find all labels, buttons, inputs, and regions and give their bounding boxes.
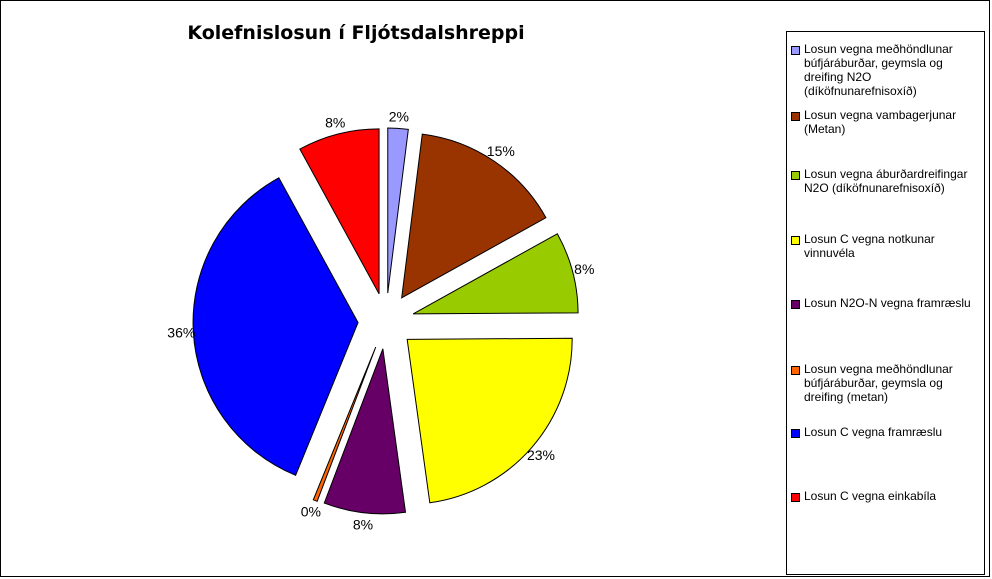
- legend-swatch: [791, 366, 800, 375]
- legend-label: Losun N2O-N vegna framræslu: [804, 296, 971, 310]
- legend-swatch: [791, 112, 800, 121]
- slice-label-3: 8%: [574, 261, 594, 277]
- pie-slice-2: [401, 133, 547, 299]
- slice-label-6: 0%: [301, 504, 321, 520]
- legend-label: Losun C vegna einkabíla: [804, 489, 937, 503]
- legend-swatch: [791, 171, 800, 180]
- legend-label: Losun C vegna notkunar vinnuvéla: [804, 232, 935, 260]
- legend-label: Losun vegna áburðardreifingar N2O (díköf…: [804, 167, 968, 195]
- legend-swatch: [791, 300, 800, 309]
- pie-slice-5: [323, 348, 407, 515]
- slice-label-1: 2%: [389, 108, 409, 124]
- slice-label-8: 8%: [325, 114, 345, 130]
- chart-title: Kolefnislosun í Fljótsdalshreppi: [187, 22, 525, 44]
- pie-slice-1: [387, 127, 409, 294]
- slice-label-5: 8%: [353, 517, 373, 533]
- chart-legend: Losun vegna meðhöndlunar búfjáráburðar, …: [786, 31, 985, 575]
- legend-label: Losun vegna meðhöndlunar búfjáráburðar, …: [804, 362, 953, 404]
- legend-swatch: [791, 236, 800, 245]
- slice-label-2: 15%: [487, 143, 515, 159]
- legend-swatch: [791, 46, 800, 55]
- pie-slice-6: [312, 346, 377, 502]
- legend-label: Losun C vegna framræslu: [804, 425, 943, 439]
- pie-slice-3: [412, 233, 579, 315]
- legend-label: Losun vegna vambagerjunar (Metan): [804, 108, 957, 136]
- slice-label-7: 36%: [167, 325, 195, 341]
- legend-swatch: [791, 493, 800, 502]
- legend-label: Losun vegna meðhöndlunar búfjáráburðar, …: [804, 42, 953, 98]
- pie-slice-7: [192, 177, 359, 476]
- pie-slice-4: [406, 337, 573, 504]
- pie-slice-8: [299, 128, 380, 295]
- legend-swatch: [791, 429, 800, 438]
- slice-label-4: 23%: [527, 447, 555, 463]
